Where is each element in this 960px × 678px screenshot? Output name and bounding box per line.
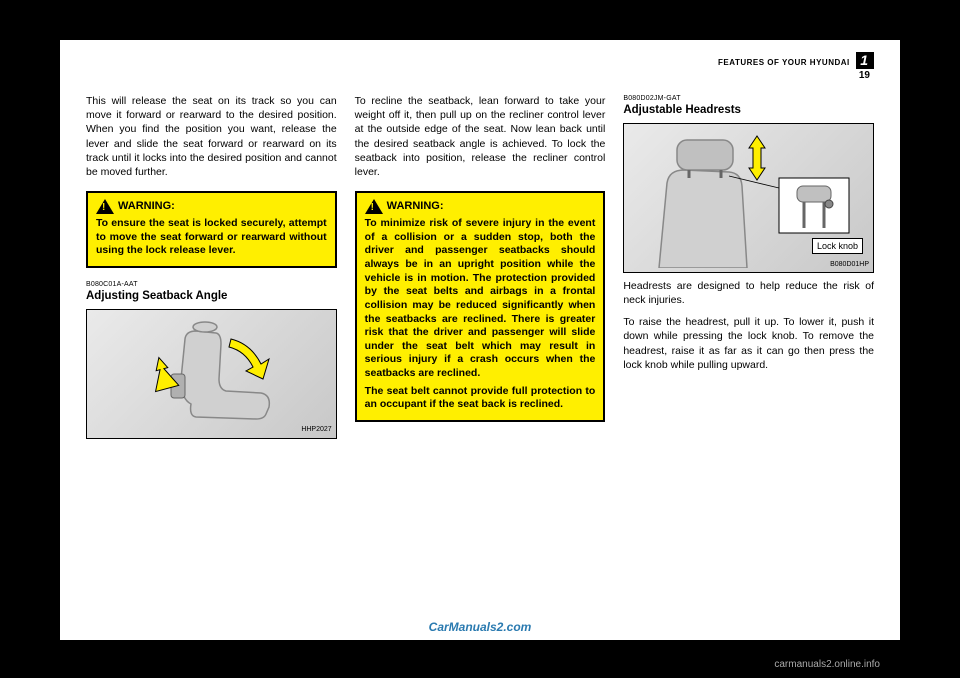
warning-label-2: WARNING: <box>387 199 444 214</box>
watermark: CarManuals2.com <box>429 620 532 634</box>
warning-label: WARNING: <box>118 199 175 214</box>
column-2: To recline the seatback, lean forward to… <box>355 94 606 620</box>
chapter-number: 1 <box>856 52 874 69</box>
content-columns: This will release the seat on its track … <box>86 94 874 620</box>
seat-illustration <box>121 319 301 429</box>
col1-intro: This will release the seat on its track … <box>86 94 337 179</box>
warning-triangle-icon <box>96 199 114 214</box>
manual-page: FEATURES OF YOUR HYUNDAI 1 19 This will … <box>60 40 900 640</box>
warning-body-1: To ensure the seat is locked securely, a… <box>96 217 327 258</box>
warning-triangle-icon <box>365 199 383 214</box>
warning-heading: WARNING: <box>96 199 327 214</box>
seatback-figure: HHP2027 <box>86 309 337 439</box>
page-header: FEATURES OF YOUR HYUNDAI 1 <box>718 52 874 70</box>
warning-box-1: WARNING: To ensure the seat is locked se… <box>86 191 337 268</box>
warning-body-2a: To minimize risk of severe injury in the… <box>365 217 596 381</box>
header-title: FEATURES OF YOUR HYUNDAI <box>718 58 850 67</box>
figure-label-3: B080D01HP <box>830 260 869 269</box>
column-3: B080D02JM-GAT Adjustable Headrests <box>623 94 874 620</box>
column-1: This will release the seat on its track … <box>86 94 337 620</box>
section-title-3: Adjustable Headrests <box>623 103 874 119</box>
headrest-figure: Lock knob B080D01HP <box>623 123 874 273</box>
col2-intro: To recline the seatback, lean forward to… <box>355 94 606 179</box>
warning-body-2b: The seat belt cannot provide full protec… <box>365 385 596 412</box>
col3-body2: To raise the headrest, pull it up. To lo… <box>623 315 874 372</box>
section-code-1: B080C01A-AAT <box>86 280 337 289</box>
section-title-1: Adjusting Seatback Angle <box>86 289 337 305</box>
warning-heading-2: WARNING: <box>365 199 596 214</box>
section-code-3: B080D02JM-GAT <box>623 94 874 103</box>
footer-site: carmanuals2.online.info <box>774 659 880 670</box>
page-number: 19 <box>859 70 870 81</box>
warning-box-2: WARNING: To minimize risk of severe inju… <box>355 191 606 422</box>
figure-label-1: HHP2027 <box>301 425 331 434</box>
col3-body1: Headrests are designed to help reduce th… <box>623 279 874 307</box>
lock-knob-label: Lock knob <box>812 238 863 254</box>
